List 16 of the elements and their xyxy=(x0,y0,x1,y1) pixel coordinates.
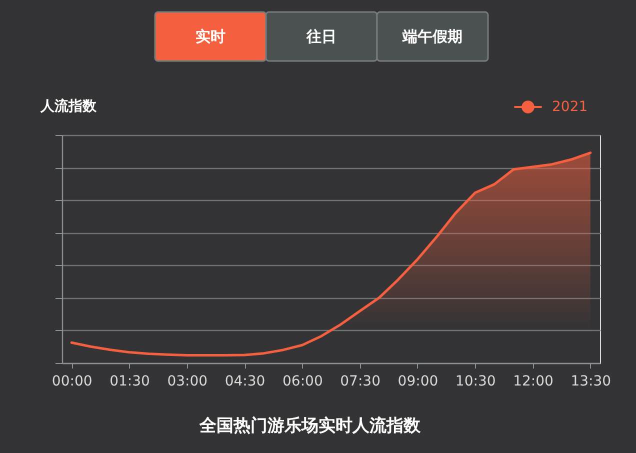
text: 往日 xyxy=(306,28,336,46)
text: 全国热门游乐场实时人流指数 xyxy=(198,416,422,436)
y-axis-title: 人流指数 xyxy=(40,98,98,114)
x-tick-label: 00:00 xyxy=(52,374,92,390)
x-tick-label: 03:00 xyxy=(167,374,208,390)
x-tick-label: 13:30 xyxy=(570,374,612,390)
x-tick-label: 12:00 xyxy=(513,374,554,390)
text: 端午假期 xyxy=(402,28,462,46)
x-tick-label: 07:30 xyxy=(340,374,380,390)
x-tick-label: 04:30 xyxy=(224,374,266,390)
text: 实时 xyxy=(196,28,226,46)
legend-label: 2021 xyxy=(552,99,588,115)
x-tick-label: 09:00 xyxy=(398,374,438,390)
x-tick-label: 01:30 xyxy=(110,374,150,390)
x-tick-label: 06:00 xyxy=(282,374,323,390)
x-tick-label: 10:30 xyxy=(455,374,496,390)
